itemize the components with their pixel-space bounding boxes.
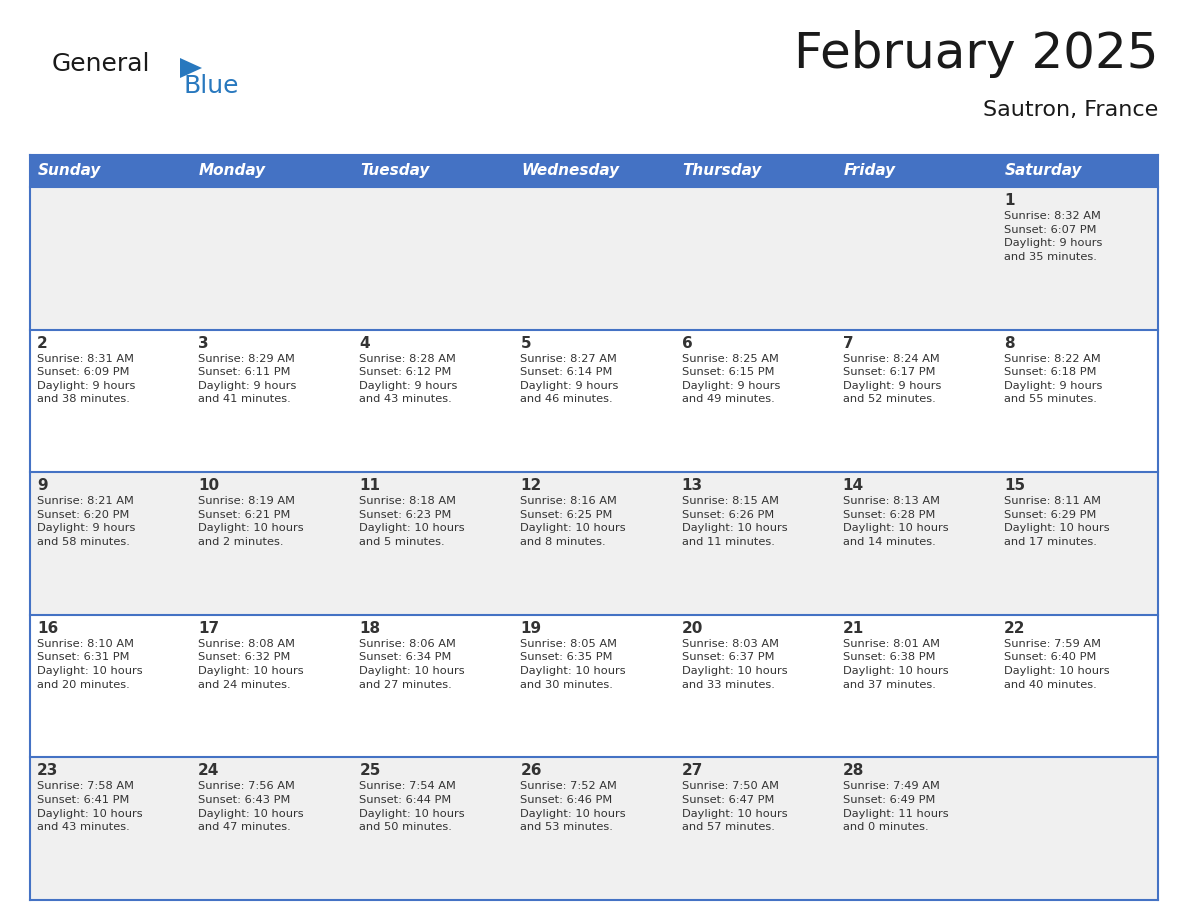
Text: 1: 1 bbox=[1004, 193, 1015, 208]
Text: Sunrise: 8:28 AM
Sunset: 6:12 PM
Daylight: 9 hours
and 43 minutes.: Sunrise: 8:28 AM Sunset: 6:12 PM Dayligh… bbox=[359, 353, 457, 405]
Bar bbox=[30, 757, 1158, 900]
Text: 24: 24 bbox=[198, 764, 220, 778]
Text: Sunrise: 7:56 AM
Sunset: 6:43 PM
Daylight: 10 hours
and 47 minutes.: Sunrise: 7:56 AM Sunset: 6:43 PM Dayligh… bbox=[198, 781, 304, 833]
Text: 27: 27 bbox=[682, 764, 703, 778]
Text: Sunrise: 8:24 AM
Sunset: 6:17 PM
Daylight: 9 hours
and 52 minutes.: Sunrise: 8:24 AM Sunset: 6:17 PM Dayligh… bbox=[842, 353, 941, 405]
Text: February 2025: February 2025 bbox=[794, 30, 1158, 78]
Text: Sunrise: 8:03 AM
Sunset: 6:37 PM
Daylight: 10 hours
and 33 minutes.: Sunrise: 8:03 AM Sunset: 6:37 PM Dayligh… bbox=[682, 639, 788, 689]
Text: Thursday: Thursday bbox=[683, 163, 762, 178]
Text: General: General bbox=[52, 52, 151, 76]
Text: 16: 16 bbox=[37, 621, 58, 636]
Text: Sunrise: 7:50 AM
Sunset: 6:47 PM
Daylight: 10 hours
and 57 minutes.: Sunrise: 7:50 AM Sunset: 6:47 PM Dayligh… bbox=[682, 781, 788, 833]
Text: Sunday: Sunday bbox=[38, 163, 101, 178]
Text: Sunrise: 7:49 AM
Sunset: 6:49 PM
Daylight: 11 hours
and 0 minutes.: Sunrise: 7:49 AM Sunset: 6:49 PM Dayligh… bbox=[842, 781, 948, 833]
Text: 22: 22 bbox=[1004, 621, 1025, 636]
Text: 23: 23 bbox=[37, 764, 58, 778]
Polygon shape bbox=[181, 58, 202, 78]
Text: Sunrise: 8:27 AM
Sunset: 6:14 PM
Daylight: 9 hours
and 46 minutes.: Sunrise: 8:27 AM Sunset: 6:14 PM Dayligh… bbox=[520, 353, 619, 405]
Text: Monday: Monday bbox=[200, 163, 266, 178]
Text: 21: 21 bbox=[842, 621, 864, 636]
Text: 25: 25 bbox=[359, 764, 380, 778]
Text: Friday: Friday bbox=[843, 163, 896, 178]
Bar bbox=[30, 187, 1158, 330]
Text: Sunrise: 8:13 AM
Sunset: 6:28 PM
Daylight: 10 hours
and 14 minutes.: Sunrise: 8:13 AM Sunset: 6:28 PM Dayligh… bbox=[842, 497, 948, 547]
Text: Sunrise: 8:19 AM
Sunset: 6:21 PM
Daylight: 10 hours
and 2 minutes.: Sunrise: 8:19 AM Sunset: 6:21 PM Dayligh… bbox=[198, 497, 304, 547]
Text: Sunrise: 8:32 AM
Sunset: 6:07 PM
Daylight: 9 hours
and 35 minutes.: Sunrise: 8:32 AM Sunset: 6:07 PM Dayligh… bbox=[1004, 211, 1102, 262]
Text: Tuesday: Tuesday bbox=[360, 163, 430, 178]
Text: 18: 18 bbox=[359, 621, 380, 636]
Text: 20: 20 bbox=[682, 621, 703, 636]
Text: 10: 10 bbox=[198, 478, 220, 493]
Text: 4: 4 bbox=[359, 336, 369, 351]
Text: Saturday: Saturday bbox=[1005, 163, 1082, 178]
Text: Sunrise: 8:15 AM
Sunset: 6:26 PM
Daylight: 10 hours
and 11 minutes.: Sunrise: 8:15 AM Sunset: 6:26 PM Dayligh… bbox=[682, 497, 788, 547]
Text: 26: 26 bbox=[520, 764, 542, 778]
Text: 6: 6 bbox=[682, 336, 693, 351]
Text: 3: 3 bbox=[198, 336, 209, 351]
Text: Blue: Blue bbox=[184, 74, 240, 98]
Text: Sunrise: 8:11 AM
Sunset: 6:29 PM
Daylight: 10 hours
and 17 minutes.: Sunrise: 8:11 AM Sunset: 6:29 PM Dayligh… bbox=[1004, 497, 1110, 547]
Text: Sunrise: 7:52 AM
Sunset: 6:46 PM
Daylight: 10 hours
and 53 minutes.: Sunrise: 7:52 AM Sunset: 6:46 PM Dayligh… bbox=[520, 781, 626, 833]
Text: Sunrise: 8:21 AM
Sunset: 6:20 PM
Daylight: 9 hours
and 58 minutes.: Sunrise: 8:21 AM Sunset: 6:20 PM Dayligh… bbox=[37, 497, 135, 547]
Text: Sunrise: 8:16 AM
Sunset: 6:25 PM
Daylight: 10 hours
and 8 minutes.: Sunrise: 8:16 AM Sunset: 6:25 PM Dayligh… bbox=[520, 497, 626, 547]
Bar bbox=[30, 615, 1158, 757]
Text: 5: 5 bbox=[520, 336, 531, 351]
Text: 11: 11 bbox=[359, 478, 380, 493]
Text: Sunrise: 8:05 AM
Sunset: 6:35 PM
Daylight: 10 hours
and 30 minutes.: Sunrise: 8:05 AM Sunset: 6:35 PM Dayligh… bbox=[520, 639, 626, 689]
Bar bbox=[30, 155, 1158, 187]
Text: Sunrise: 8:25 AM
Sunset: 6:15 PM
Daylight: 9 hours
and 49 minutes.: Sunrise: 8:25 AM Sunset: 6:15 PM Dayligh… bbox=[682, 353, 781, 405]
Text: 13: 13 bbox=[682, 478, 702, 493]
Text: Sunrise: 8:06 AM
Sunset: 6:34 PM
Daylight: 10 hours
and 27 minutes.: Sunrise: 8:06 AM Sunset: 6:34 PM Dayligh… bbox=[359, 639, 465, 689]
Bar bbox=[30, 330, 1158, 472]
Text: Sunrise: 8:10 AM
Sunset: 6:31 PM
Daylight: 10 hours
and 20 minutes.: Sunrise: 8:10 AM Sunset: 6:31 PM Dayligh… bbox=[37, 639, 143, 689]
Text: 12: 12 bbox=[520, 478, 542, 493]
Text: Sunrise: 7:54 AM
Sunset: 6:44 PM
Daylight: 10 hours
and 50 minutes.: Sunrise: 7:54 AM Sunset: 6:44 PM Dayligh… bbox=[359, 781, 465, 833]
Text: 7: 7 bbox=[842, 336, 853, 351]
Text: 14: 14 bbox=[842, 478, 864, 493]
Text: 2: 2 bbox=[37, 336, 48, 351]
Text: Wednesday: Wednesday bbox=[522, 163, 620, 178]
Text: Sunrise: 8:01 AM
Sunset: 6:38 PM
Daylight: 10 hours
and 37 minutes.: Sunrise: 8:01 AM Sunset: 6:38 PM Dayligh… bbox=[842, 639, 948, 689]
Text: Sunrise: 8:08 AM
Sunset: 6:32 PM
Daylight: 10 hours
and 24 minutes.: Sunrise: 8:08 AM Sunset: 6:32 PM Dayligh… bbox=[198, 639, 304, 689]
Bar bbox=[30, 472, 1158, 615]
Text: 19: 19 bbox=[520, 621, 542, 636]
Text: 15: 15 bbox=[1004, 478, 1025, 493]
Text: Sautron, France: Sautron, France bbox=[982, 100, 1158, 120]
Text: Sunrise: 8:31 AM
Sunset: 6:09 PM
Daylight: 9 hours
and 38 minutes.: Sunrise: 8:31 AM Sunset: 6:09 PM Dayligh… bbox=[37, 353, 135, 405]
Text: Sunrise: 7:58 AM
Sunset: 6:41 PM
Daylight: 10 hours
and 43 minutes.: Sunrise: 7:58 AM Sunset: 6:41 PM Dayligh… bbox=[37, 781, 143, 833]
Text: Sunrise: 8:29 AM
Sunset: 6:11 PM
Daylight: 9 hours
and 41 minutes.: Sunrise: 8:29 AM Sunset: 6:11 PM Dayligh… bbox=[198, 353, 297, 405]
Text: 9: 9 bbox=[37, 478, 48, 493]
Text: Sunrise: 8:22 AM
Sunset: 6:18 PM
Daylight: 9 hours
and 55 minutes.: Sunrise: 8:22 AM Sunset: 6:18 PM Dayligh… bbox=[1004, 353, 1102, 405]
Text: Sunrise: 7:59 AM
Sunset: 6:40 PM
Daylight: 10 hours
and 40 minutes.: Sunrise: 7:59 AM Sunset: 6:40 PM Dayligh… bbox=[1004, 639, 1110, 689]
Text: 8: 8 bbox=[1004, 336, 1015, 351]
Text: 28: 28 bbox=[842, 764, 864, 778]
Text: 17: 17 bbox=[198, 621, 220, 636]
Text: Sunrise: 8:18 AM
Sunset: 6:23 PM
Daylight: 10 hours
and 5 minutes.: Sunrise: 8:18 AM Sunset: 6:23 PM Dayligh… bbox=[359, 497, 465, 547]
